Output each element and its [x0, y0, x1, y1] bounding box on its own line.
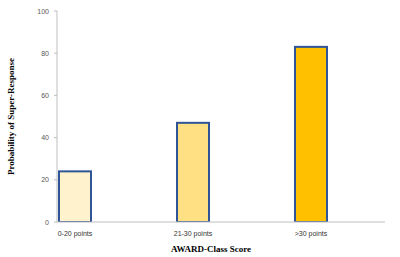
y-tick-label: 80: [41, 50, 49, 57]
y-tick-label: 20: [41, 176, 49, 183]
bar: [177, 123, 209, 222]
y-tick-label: 100: [37, 8, 49, 15]
x-axis: [57, 222, 385, 223]
bars: [59, 47, 327, 222]
chart: 0 20 40 60 80 100 0-20 points 21-30 points >30 p…: [0, 0, 400, 257]
x-tick-label: 0-20 points: [58, 230, 93, 238]
bar: [295, 47, 327, 222]
y-axis-title: Probability of Super-Response: [6, 58, 16, 175]
y-tick-label: 40: [41, 134, 49, 141]
x-tick-label: 21-30 points: [174, 230, 213, 238]
y-tick-label: 0: [45, 219, 49, 226]
x-axis-title: AWARD-Class Score: [171, 244, 251, 254]
bar: [59, 171, 91, 222]
y-axis: [57, 11, 58, 222]
x-tick-label: >30 points: [295, 230, 328, 238]
y-tick-label: 60: [41, 92, 49, 99]
